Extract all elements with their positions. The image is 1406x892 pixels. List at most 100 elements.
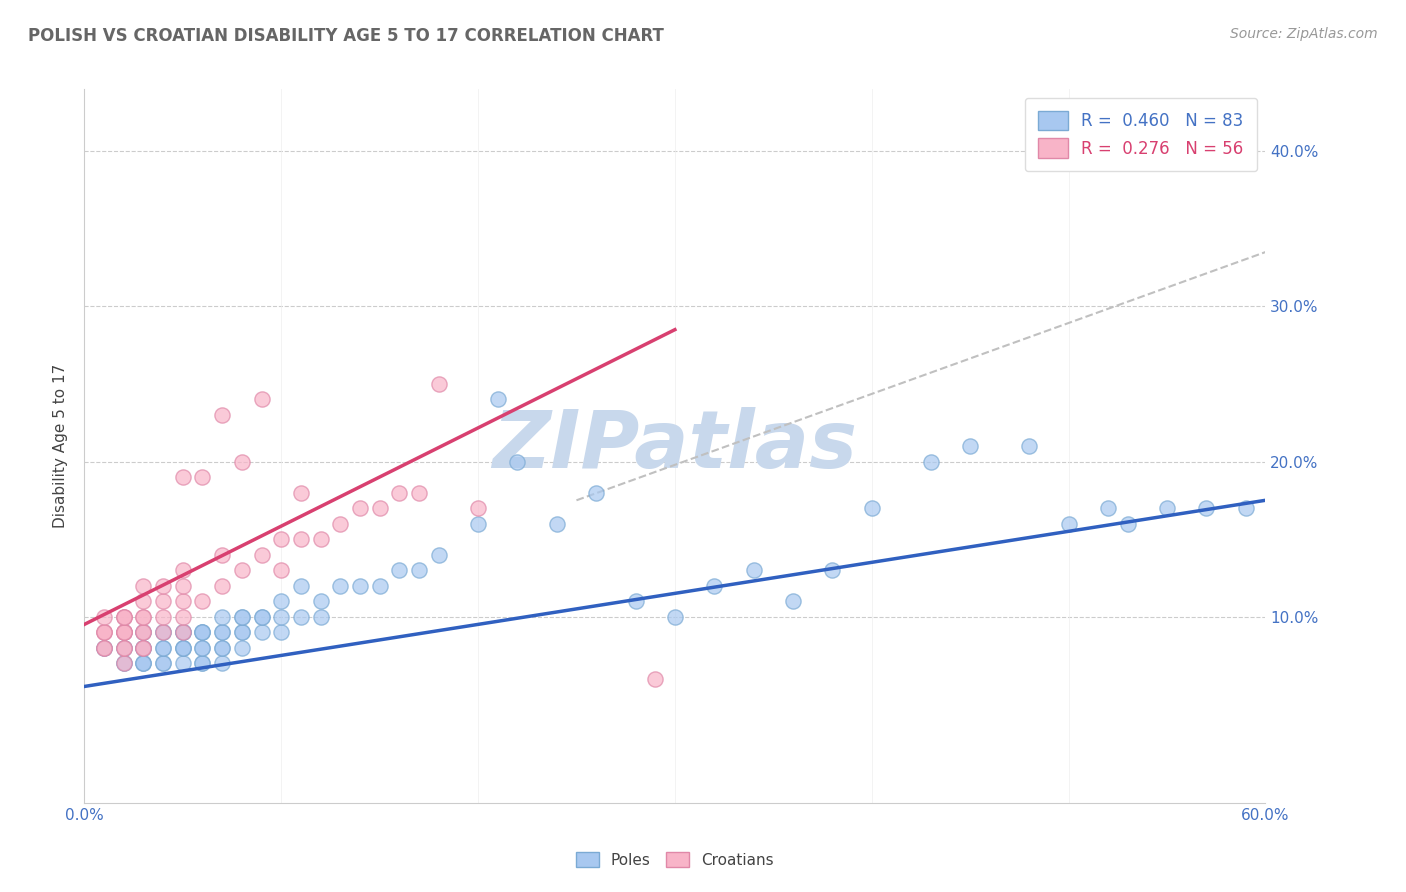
Point	[368, 501, 391, 516]
Point	[250, 392, 273, 407]
Point	[112, 625, 135, 640]
Point	[112, 656, 135, 670]
Point	[231, 454, 253, 468]
Point	[388, 563, 411, 577]
Point	[231, 625, 253, 640]
Point	[250, 609, 273, 624]
Point	[742, 563, 765, 577]
Point	[270, 609, 292, 624]
Point	[270, 625, 292, 640]
Point	[152, 594, 174, 608]
Point	[112, 625, 135, 640]
Point	[920, 454, 942, 468]
Point	[93, 640, 115, 655]
Point	[290, 609, 312, 624]
Point	[172, 640, 194, 655]
Point	[172, 625, 194, 640]
Point	[152, 625, 174, 640]
Point	[408, 485, 430, 500]
Point	[211, 625, 233, 640]
Point	[132, 640, 155, 655]
Point	[270, 563, 292, 577]
Point	[132, 625, 155, 640]
Point	[349, 579, 371, 593]
Point	[329, 516, 352, 531]
Point	[821, 563, 844, 577]
Point	[172, 625, 194, 640]
Point	[309, 609, 332, 624]
Point	[93, 640, 115, 655]
Point	[211, 579, 233, 593]
Point	[132, 640, 155, 655]
Point	[211, 408, 233, 422]
Point	[191, 640, 214, 655]
Point	[172, 640, 194, 655]
Point	[93, 625, 115, 640]
Point	[860, 501, 883, 516]
Point	[132, 625, 155, 640]
Point	[132, 625, 155, 640]
Point	[112, 609, 135, 624]
Point	[211, 609, 233, 624]
Point	[152, 625, 174, 640]
Point	[1156, 501, 1178, 516]
Point	[172, 579, 194, 593]
Point	[93, 609, 115, 624]
Point	[112, 609, 135, 624]
Point	[309, 532, 332, 546]
Point	[1234, 501, 1257, 516]
Point	[329, 579, 352, 593]
Point	[1097, 501, 1119, 516]
Point	[112, 625, 135, 640]
Point	[172, 594, 194, 608]
Point	[191, 656, 214, 670]
Point	[112, 656, 135, 670]
Point	[112, 640, 135, 655]
Text: POLISH VS CROATIAN DISABILITY AGE 5 TO 17 CORRELATION CHART: POLISH VS CROATIAN DISABILITY AGE 5 TO 1…	[28, 27, 664, 45]
Point	[172, 656, 194, 670]
Point	[211, 640, 233, 655]
Point	[172, 609, 194, 624]
Point	[93, 625, 115, 640]
Point	[152, 625, 174, 640]
Point	[191, 640, 214, 655]
Point	[250, 625, 273, 640]
Point	[290, 485, 312, 500]
Point	[112, 640, 135, 655]
Point	[191, 470, 214, 484]
Point	[231, 609, 253, 624]
Point	[132, 594, 155, 608]
Point	[211, 656, 233, 670]
Point	[152, 640, 174, 655]
Point	[211, 625, 233, 640]
Point	[152, 579, 174, 593]
Point	[270, 532, 292, 546]
Point	[132, 656, 155, 670]
Point	[1195, 501, 1218, 516]
Point	[290, 532, 312, 546]
Point	[782, 594, 804, 608]
Point	[231, 563, 253, 577]
Point	[231, 640, 253, 655]
Point	[132, 640, 155, 655]
Point	[172, 640, 194, 655]
Point	[132, 656, 155, 670]
Point	[132, 625, 155, 640]
Point	[703, 579, 725, 593]
Legend: Poles, Croatians: Poles, Croatians	[569, 846, 780, 873]
Point	[585, 485, 607, 500]
Point	[191, 625, 214, 640]
Point	[132, 609, 155, 624]
Point	[132, 640, 155, 655]
Text: ZIPatlas: ZIPatlas	[492, 407, 858, 485]
Point	[211, 640, 233, 655]
Point	[427, 548, 450, 562]
Point	[467, 501, 489, 516]
Y-axis label: Disability Age 5 to 17: Disability Age 5 to 17	[53, 364, 69, 528]
Point	[132, 656, 155, 670]
Point	[506, 454, 529, 468]
Point	[132, 579, 155, 593]
Point	[172, 625, 194, 640]
Point	[93, 640, 115, 655]
Point	[112, 640, 135, 655]
